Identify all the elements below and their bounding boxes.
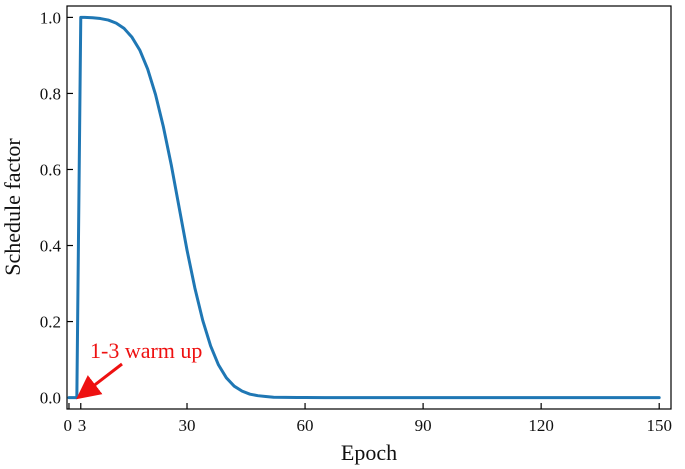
x-tick-label: 120 — [528, 416, 554, 435]
x-tick-label: 3 — [78, 416, 87, 435]
series-line — [67, 15, 661, 400]
annotation-arrow — [76, 362, 123, 400]
x-tick-label: 60 — [297, 416, 314, 435]
y-tick-label: 0.8 — [40, 84, 61, 103]
y-tick-label: 0.2 — [40, 313, 61, 332]
annotation-layer: 1-3 warm up — [76, 338, 202, 400]
y-tick-label: 0.4 — [40, 237, 62, 256]
y-tick-label: 1.0 — [40, 8, 61, 27]
y-tick-label: 0.0 — [40, 389, 61, 408]
series-layer — [67, 15, 661, 400]
x-tick-label: 0 — [63, 416, 72, 435]
x-axis-ticks: 0 3 30 60 90 120 150 — [63, 403, 672, 435]
y-tick-label: 0.6 — [40, 160, 61, 179]
y-axis-title: Schedule factor — [0, 138, 25, 276]
x-tick-label: 30 — [179, 416, 196, 435]
annotation-label: 1-3 warm up — [90, 338, 202, 363]
plot-area-frame — [66, 5, 672, 410]
x-tick-label: 150 — [646, 416, 672, 435]
y-axis-ticks: 0.0 0.2 0.4 0.6 0.8 1.0 — [40, 8, 73, 408]
x-tick-label: 90 — [415, 416, 432, 435]
x-axis-title: Epoch — [341, 440, 397, 465]
